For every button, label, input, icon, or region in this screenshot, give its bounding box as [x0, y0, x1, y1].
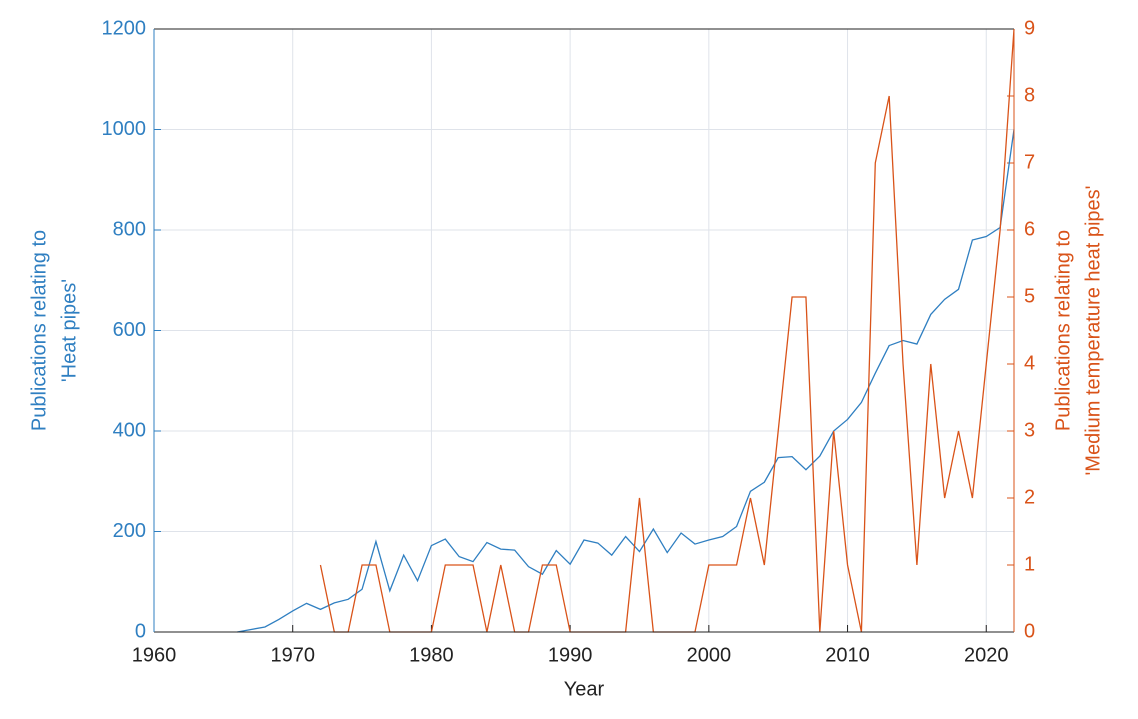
y2-tick-label: 8 — [1024, 84, 1035, 106]
y-axis-label: Publications relating to — [28, 230, 50, 431]
y2-tick-label: 1 — [1024, 553, 1035, 575]
y2-tick-label: 4 — [1024, 352, 1035, 374]
y2-tick-label: 6 — [1024, 218, 1035, 240]
y2-tick-label: 0 — [1024, 620, 1035, 642]
x-tick-label: 1980 — [409, 644, 454, 666]
y-tick-label: 1000 — [102, 118, 147, 140]
x-axis-label: Year — [564, 678, 605, 700]
y2-tick-label: 3 — [1024, 419, 1035, 441]
y2-tick-label: 9 — [1024, 17, 1035, 39]
x-tick-label: 1990 — [548, 644, 593, 666]
y2-tick-label: 2 — [1024, 486, 1035, 508]
y-axis-label: 'Heat pipes' — [58, 279, 80, 382]
x-tick-label: 1970 — [270, 644, 315, 666]
y-tick-label: 1200 — [102, 17, 147, 39]
y2-axis-label: Publications relating to — [1052, 230, 1074, 431]
y2-axis-label: 'Medium temperature heat pipes' — [1082, 185, 1104, 475]
x-tick-label: 2000 — [687, 644, 732, 666]
y-tick-label: 200 — [113, 520, 146, 542]
line-series — [237, 129, 1015, 633]
y-tick-label: 400 — [113, 419, 146, 441]
y-tick-label: 0 — [135, 620, 146, 642]
y-tick-label: 600 — [113, 319, 146, 341]
x-tick-label: 2020 — [964, 644, 1009, 666]
x-tick-label: 2010 — [825, 644, 870, 666]
y2-tick-label: 5 — [1024, 285, 1035, 307]
y2-tick-label: 7 — [1024, 151, 1035, 173]
y-tick-label: 800 — [113, 218, 146, 240]
x-tick-label: 1960 — [132, 644, 177, 666]
